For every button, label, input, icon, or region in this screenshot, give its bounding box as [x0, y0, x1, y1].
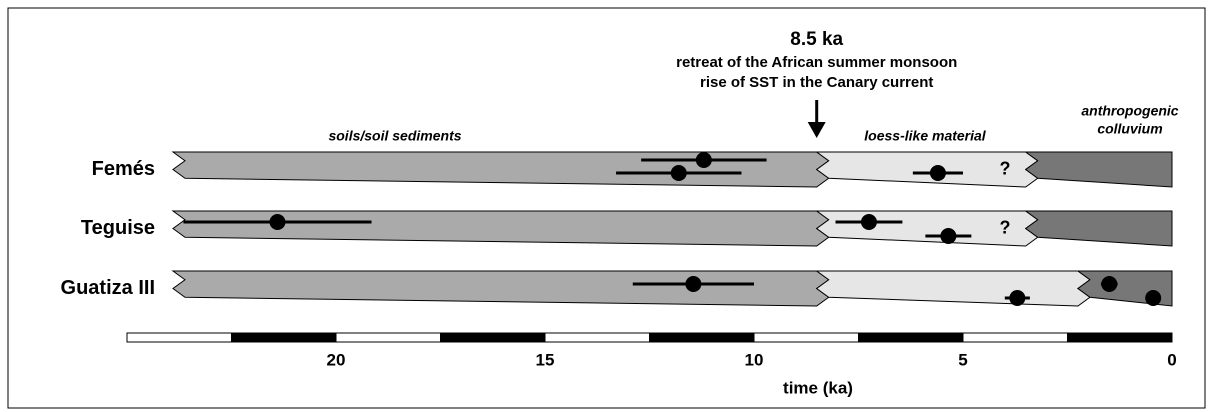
- data-point: [670, 165, 687, 181]
- x-tick-label: 20: [327, 350, 346, 369]
- zone-label: loess-like material: [864, 128, 987, 144]
- data-point: [860, 214, 877, 230]
- uncertain-mark: ?: [1000, 158, 1011, 178]
- annotation-title: 8.5 ka: [790, 29, 843, 50]
- zone-segment: [1024, 210, 1173, 247]
- uncertain-mark: ?: [1000, 217, 1011, 237]
- scale-block: [962, 332, 1068, 343]
- data-point: [269, 214, 286, 230]
- zone-segment: [815, 270, 1091, 307]
- scale-block: [753, 332, 859, 343]
- x-tick-label: 15: [536, 350, 555, 369]
- data-point: [1145, 290, 1162, 306]
- zone-label: soils/soil sediments: [328, 128, 461, 144]
- annotation-arrowhead: [807, 122, 826, 138]
- zone-label: anthropogenic: [1081, 103, 1178, 119]
- scale-block: [858, 332, 964, 343]
- scale-block: [231, 332, 337, 343]
- scale-block: [1067, 332, 1173, 343]
- x-tick-label: 0: [1167, 350, 1176, 369]
- data-point: [940, 228, 957, 244]
- scale-block: [440, 332, 546, 343]
- data-point: [695, 152, 712, 168]
- scale-block: [544, 332, 650, 343]
- data-point: [685, 276, 702, 292]
- x-axis-label: time (ka): [783, 378, 853, 397]
- zone-segment: [1024, 151, 1173, 188]
- data-point: [1101, 276, 1118, 292]
- data-point: [1009, 290, 1026, 306]
- scale-block: [335, 332, 441, 343]
- scale-block: [126, 332, 232, 343]
- annotation-text: retreat of the African summer monsoon: [676, 54, 957, 71]
- x-tick-label: 5: [958, 350, 967, 369]
- frame: [7, 7, 1206, 409]
- zone-segment: [171, 210, 830, 247]
- x-tick-label: 10: [745, 350, 764, 369]
- zone-segment: [171, 151, 830, 188]
- row-label: Guatiza III: [61, 277, 155, 299]
- scale-block: [649, 332, 755, 343]
- annotation-text: rise of SST in the Canary current: [700, 74, 933, 91]
- data-point: [929, 165, 946, 181]
- zone-label: colluvium: [1097, 121, 1162, 137]
- row-label: Femés: [92, 158, 155, 180]
- zone-segment: [171, 270, 830, 307]
- row-label: Teguise: [81, 217, 155, 239]
